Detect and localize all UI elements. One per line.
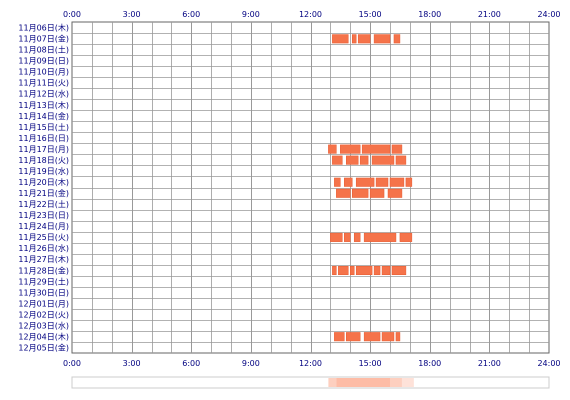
activity-segment [351,188,369,198]
x-tick-label-bottom: 9:00 [242,359,260,368]
activity-segment [373,265,381,276]
date-label: 12月02日(火) [18,310,69,319]
activity-segment [330,232,343,242]
date-label: 11月25日(火) [18,233,69,242]
activity-segment [373,34,391,44]
x-tick-label-bottom: 15:00 [359,359,382,368]
date-label: 11月22日(土) [18,199,69,209]
plot-area [71,21,550,354]
x-tick-label-top: 21:00 [478,10,501,19]
date-label: 12月05日(金) [18,342,69,352]
date-label: 11月16日(日) [18,134,69,143]
summary-density-segment [336,378,390,387]
activity-segment [395,155,407,165]
date-label: 12月03日(水) [18,320,69,330]
activity-segment [395,332,401,342]
activity-segment [389,177,405,187]
activity-segment [391,144,403,154]
activity-segment [332,34,349,44]
date-label: 11月10日(月) [18,68,69,77]
x-tick-label-bottom: 18:00 [418,359,441,368]
date-label: 11月26日(水) [18,243,69,253]
x-tick-label-bottom: 3:00 [123,359,141,368]
x-tick-label-top: 12:00 [299,10,322,19]
activity-segment [344,177,353,187]
x-tick-label-top: 0:00 [63,10,81,19]
date-label: 11月24日(月) [18,222,69,231]
date-label: 11月12日(水) [18,89,69,99]
activity-segment [332,155,343,165]
activity-segment [391,265,407,276]
date-label: 11月18日(火) [18,156,69,165]
activity-segment [361,144,391,154]
activity-segment [332,265,337,276]
x-tick-label-top: 3:00 [123,10,141,19]
date-label: 11月14日(金) [18,111,69,121]
x-tick-label-bottom: 6:00 [182,359,200,368]
x-tick-label-bottom: 21:00 [478,359,501,368]
activity-segment [393,34,401,44]
activity-segment [387,188,403,198]
activity-segment [369,188,385,198]
activity-segment [375,177,389,187]
activity-segment [334,332,345,342]
date-label: 11月21日(金) [18,188,69,198]
x-tick-label-bottom: 0:00 [63,359,81,368]
summary-bar [71,376,550,389]
activity-segment [344,232,351,242]
activity-segment [355,177,375,187]
activity-segment [355,265,373,276]
x-tick-label-bottom: 12:00 [299,359,322,368]
activity-segment [351,34,357,44]
activity-segment [399,232,413,242]
activity-segment [359,155,369,165]
date-label: 11月15日(土) [18,122,69,132]
date-label: 11月30日(日) [18,288,69,297]
activity-segment [357,34,371,44]
x-tick-label-top: 6:00 [182,10,200,19]
x-tick-label-top: 15:00 [359,10,382,19]
date-label: 11月06日(木) [18,23,69,33]
activity-segment [346,155,359,165]
x-tick-label-bottom: 24:00 [537,359,560,368]
activity-segment [346,332,361,342]
activity-segment [338,265,349,276]
activity-segment [381,332,395,342]
activity-segment [381,265,391,276]
date-label: 11月27日(木) [18,254,69,264]
activity-segment [340,144,361,154]
date-label: 11月07日(金) [18,34,69,44]
summary-density-segment [328,378,337,387]
x-tick-label-top: 24:00 [537,10,560,19]
activity-segment [353,232,361,242]
x-tick-label-top: 18:00 [418,10,441,19]
activity-segment [336,188,351,198]
activity-segment [371,155,395,165]
date-label: 11月09日(日) [18,57,69,66]
activity-segment [405,177,413,187]
date-label: 12月01日(月) [18,299,69,308]
date-label: 11月28日(金) [18,265,69,275]
activity-segment [363,332,381,342]
activity-segment [334,177,341,187]
date-label: 11月08日(土) [18,45,69,55]
activity-segment [350,265,355,276]
date-label: 11月20日(木) [18,177,69,187]
activity-segment [363,232,397,242]
date-label: 11月17日(月) [18,145,69,154]
summary-density-segment [401,378,414,387]
date-label: 11月11日(火) [18,79,69,88]
date-label: 11月29日(土) [18,276,69,286]
date-label: 11月23日(日) [18,211,69,220]
x-tick-label-top: 9:00 [242,10,260,19]
summary-density-segment [390,378,402,387]
date-label: 11月13日(木) [18,100,69,110]
date-label: 11月19日(水) [18,166,69,176]
activity-segment [328,144,337,154]
date-label: 12月04日(木) [18,331,69,341]
